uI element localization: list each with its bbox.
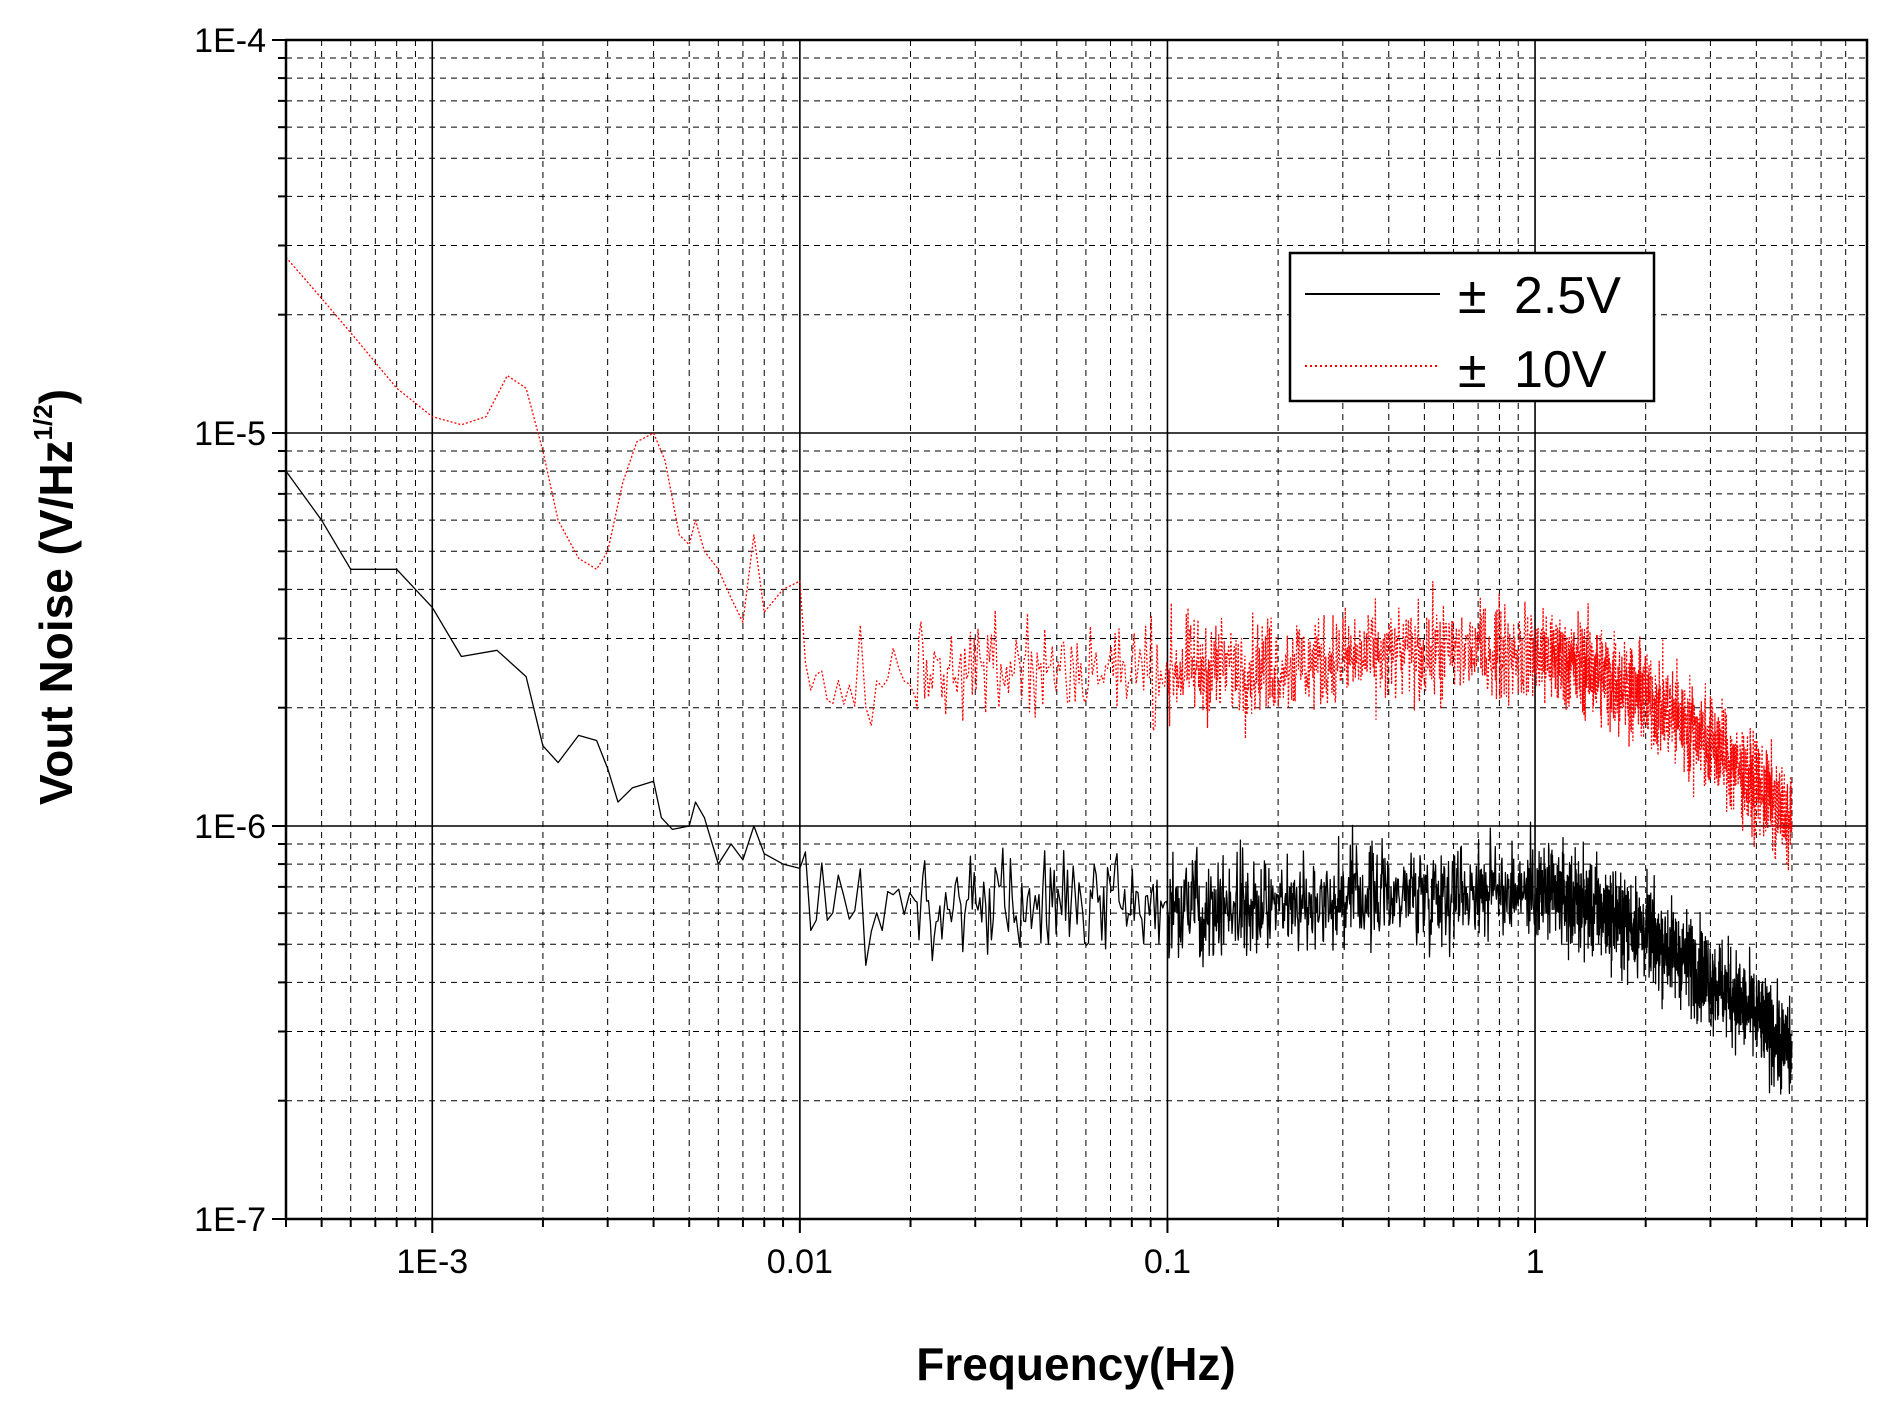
series-layer xyxy=(285,256,1793,1095)
legend-sign-series-2: ± xyxy=(1458,341,1487,399)
legend-label-series-1: 2.5V xyxy=(1514,267,1621,325)
grid-lines xyxy=(285,40,1868,1220)
y-tick-label: 1E-5 xyxy=(194,415,266,453)
y-axis-title-main: Vout Noise (V/Hz xyxy=(30,440,82,805)
y-tick-label: 1E-4 xyxy=(194,22,266,60)
x-tick-label: 0.1 xyxy=(1144,1243,1191,1281)
y-axis-title-close: ) xyxy=(30,389,82,404)
series-line-1 xyxy=(285,470,1793,1095)
y-tick-label: 1E-7 xyxy=(194,1201,266,1239)
legend-sign-series-1: ± xyxy=(1458,267,1487,325)
ticks-layer: 1E-3 0.01 0.1 1 1E-4 1E-5 1E-6 1E-7 xyxy=(194,22,1868,1281)
legend: ± 2.5V ± 10V xyxy=(1288,251,1656,403)
legend-label-series-2: 10V xyxy=(1514,341,1607,399)
y-axis-title-sup: 1/2 xyxy=(28,404,58,440)
x-tick-label: 1E-3 xyxy=(396,1243,468,1281)
x-tick-label: 1 xyxy=(1526,1243,1545,1281)
x-tick-label: 0.01 xyxy=(767,1243,833,1281)
y-axis-title: Vout Noise (V/Hz1/2) xyxy=(28,389,82,805)
plot-frame xyxy=(284,38,1869,1221)
legend-box xyxy=(1288,251,1656,403)
x-axis-title: Frequency(Hz) xyxy=(916,1338,1235,1390)
y-tick-label: 1E-6 xyxy=(194,808,266,846)
series-line-2 xyxy=(285,256,1793,872)
